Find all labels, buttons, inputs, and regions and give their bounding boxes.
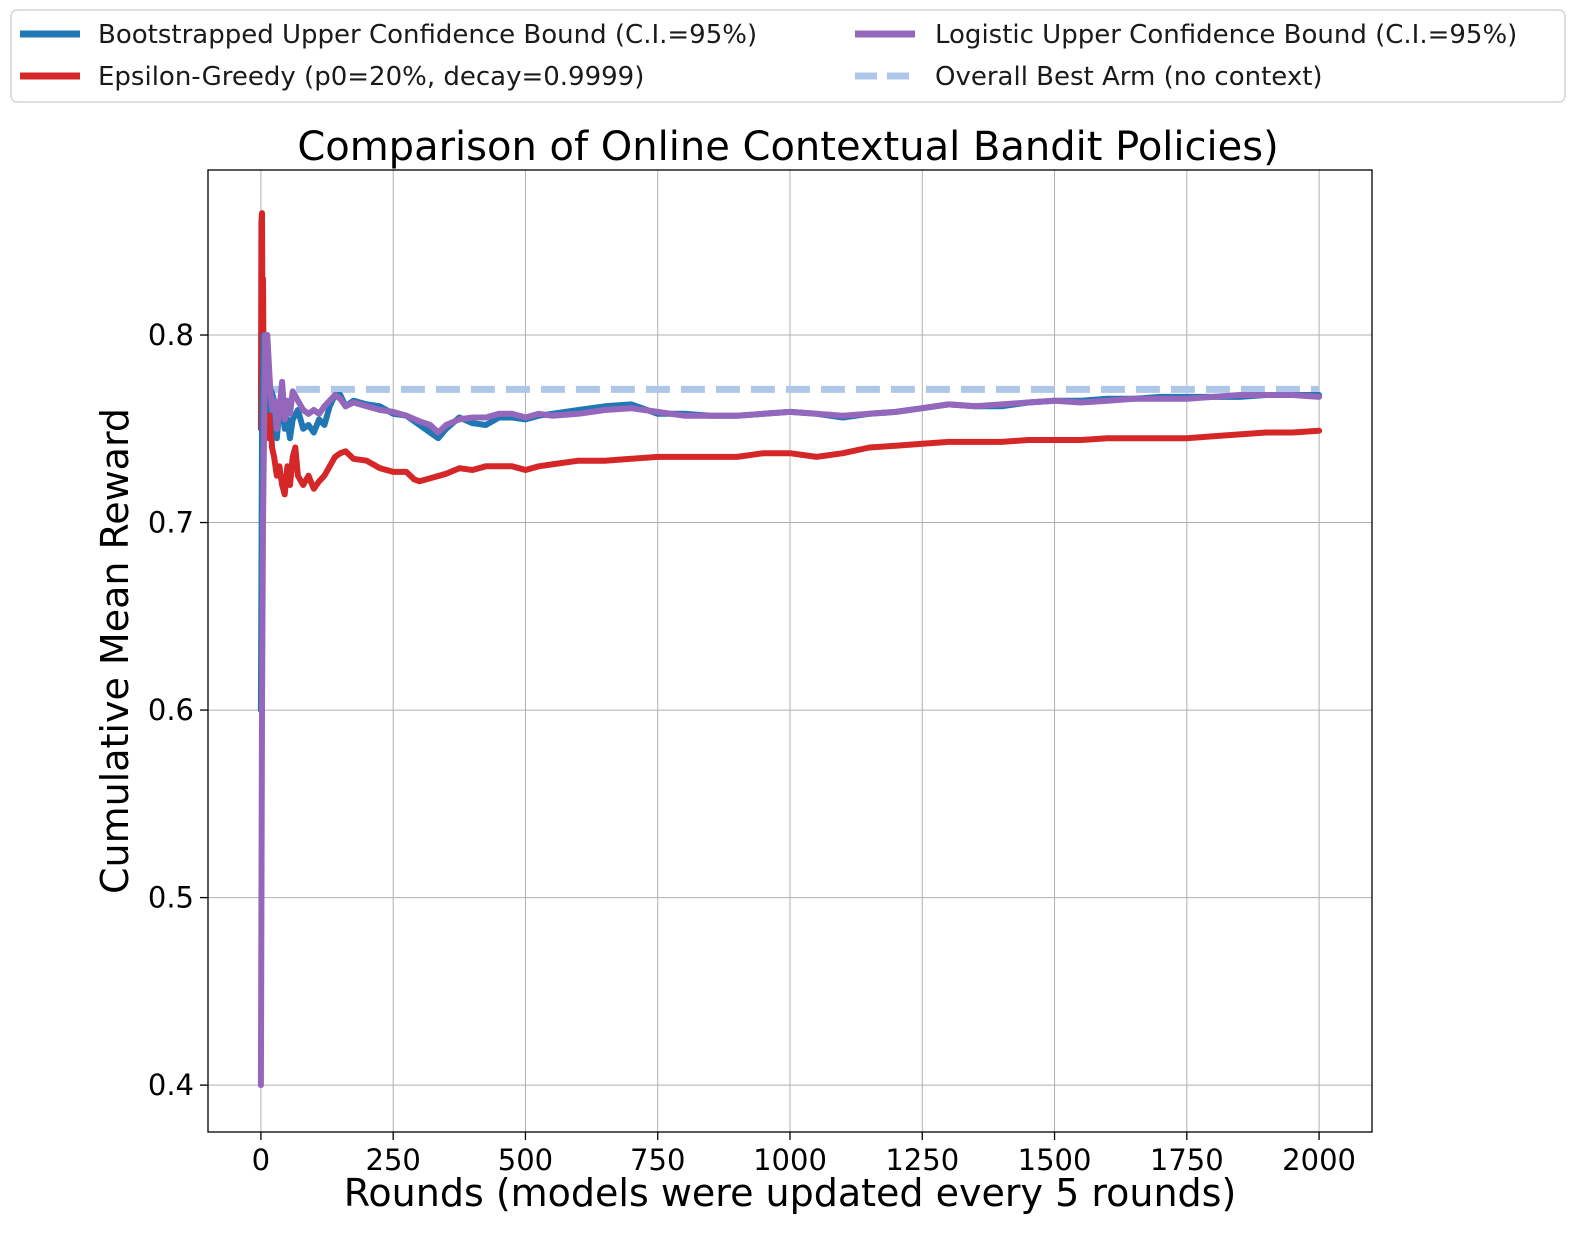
y-tick-label: 0.7 [148, 506, 194, 540]
x-tick-label: 1500 [1018, 1143, 1092, 1177]
gridlines [208, 170, 1372, 1132]
x-tick-label: 500 [498, 1143, 553, 1177]
y-axis-label: Cumulative Mean Reward [93, 408, 137, 894]
x-tick-label: 750 [630, 1143, 685, 1177]
x-axis-ticks: 0 250 500 750 1000 1250 1500 1750 2000 [252, 1132, 1356, 1177]
x-tick-label: 0 [252, 1143, 270, 1177]
y-tick-label: 0.6 [148, 693, 194, 727]
series-layer [257, 210, 1323, 1089]
x-tick-label: 1750 [1150, 1143, 1224, 1177]
series-line-epsilon-greedy-p0-20-decay-0-9999 [257, 210, 1323, 498]
legend-label-overall-best-arm: Overall Best Arm (no context) [935, 62, 1323, 92]
x-tick-label: 250 [366, 1143, 421, 1177]
legend-label-logistic-ucb: Logistic Upper Confidence Bound (C.I.=95… [935, 20, 1517, 50]
x-tick-label: 1000 [753, 1143, 827, 1177]
x-tick-label: 2000 [1282, 1143, 1356, 1177]
legend: Bootstrapped Upper Confidence Bound (C.I… [10, 9, 1566, 103]
legend-frame [10, 9, 1566, 103]
y-axis-ticks: 0.4 0.5 0.6 0.7 0.8 [148, 318, 208, 1102]
chart-title: Comparison of Online Contextual Bandit P… [297, 124, 1278, 170]
series-line-logistic-upper-confidence-bound-c-i-95 [257, 332, 1323, 1089]
x-tick-label: 1250 [885, 1143, 959, 1177]
x-axis-label: Rounds (models were updated every 5 roun… [344, 1171, 1237, 1215]
y-tick-label: 0.4 [148, 1068, 194, 1102]
legend-label-bootstrapped-ucb: Bootstrapped Upper Confidence Bound (C.I… [98, 20, 757, 50]
legend-label-epsilon-greedy: Epsilon-Greedy (p0=20%, decay=0.9999) [98, 62, 644, 92]
y-tick-label: 0.5 [148, 881, 194, 915]
y-tick-label: 0.8 [148, 318, 194, 352]
